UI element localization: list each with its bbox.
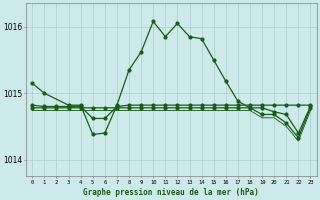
- X-axis label: Graphe pression niveau de la mer (hPa): Graphe pression niveau de la mer (hPa): [84, 188, 259, 197]
